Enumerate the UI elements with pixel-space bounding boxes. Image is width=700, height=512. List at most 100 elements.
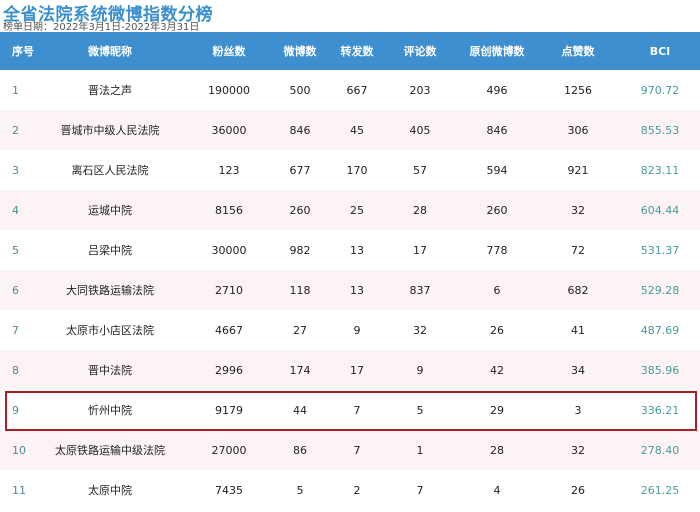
cell-original-posts: 6	[493, 283, 501, 297]
cell-comments: 7	[416, 483, 424, 497]
cell-original-posts: 594	[486, 163, 508, 177]
cell-original-posts: 496	[486, 83, 508, 97]
header-comments: 评论数	[403, 45, 437, 58]
cell-posts: 86	[293, 443, 307, 457]
header-posts: 微博数	[283, 45, 317, 58]
cell-original-posts: 4	[493, 483, 501, 497]
date-range: 榜单日期：2022年3月1日-2022年3月31日	[3, 22, 200, 33]
cell-likes: 34	[571, 363, 585, 377]
cell-nickname: 太原中院	[88, 484, 132, 497]
cell-comments: 28	[413, 203, 427, 217]
cell-reposts: 2	[353, 483, 361, 497]
cell-posts: 118	[289, 283, 311, 297]
header-reposts: 转发数	[340, 45, 374, 58]
cell-likes: 41	[571, 323, 585, 337]
cell-nickname: 吕梁中院	[88, 244, 132, 257]
cell-rank: 4	[12, 203, 19, 217]
cell-posts: 982	[289, 243, 311, 257]
cell-original-posts: 846	[486, 123, 508, 137]
table-row: 4 运城中院 8156 260 25 28 260 32 604.44	[0, 190, 700, 230]
cell-original-posts: 778	[486, 243, 508, 257]
table-row: 3 离石区人民法院 123 677 170 57 594 921 823.11	[0, 150, 700, 190]
cell-comments: 32	[413, 323, 427, 337]
cell-followers: 2996	[215, 363, 243, 377]
cell-likes: 1256	[564, 83, 592, 97]
table-row: 2 晋城市中级人民法院 36000 846 45 405 846 306 855.53	[0, 110, 700, 150]
cell-rank: 7	[12, 323, 19, 337]
cell-bci: 855.53	[640, 123, 680, 137]
cell-followers: 27000	[211, 443, 247, 457]
header-nickname: 微博昵称	[88, 45, 132, 58]
cell-posts: 5	[296, 483, 304, 497]
cell-bci: 278.40	[640, 443, 680, 457]
cell-original-posts: 42	[490, 363, 504, 377]
cell-rank: 10	[12, 443, 26, 457]
cell-bci: 336.21	[640, 403, 680, 417]
cell-bci: 823.11	[640, 163, 680, 177]
cell-posts: 174	[289, 363, 311, 377]
cell-posts: 260	[289, 203, 311, 217]
cell-likes: 921	[567, 163, 589, 177]
cell-likes: 72	[571, 243, 585, 257]
cell-nickname: 晋法之声	[88, 84, 132, 97]
cell-reposts: 9	[353, 323, 361, 337]
cell-rank: 8	[12, 363, 19, 377]
page-title: 全省法院系统微博指数分榜	[3, 5, 213, 25]
cell-posts: 677	[289, 163, 311, 177]
cell-likes: 32	[571, 443, 585, 457]
cell-rank: 3	[12, 163, 19, 177]
table-row: 8 晋中法院 2996 174 17 9 42 34 385.96	[0, 350, 700, 390]
cell-nickname: 太原市小店区法院	[66, 324, 154, 337]
cell-posts: 846	[289, 123, 311, 137]
table-row: 9 忻州中院 9179 44 7 5 29 3 336.21	[0, 390, 700, 430]
cell-comments: 203	[409, 83, 431, 97]
cell-original-posts: 28	[490, 443, 504, 457]
cell-comments: 17	[413, 243, 427, 257]
cell-original-posts: 26	[490, 323, 504, 337]
cell-reposts: 13	[350, 243, 364, 257]
cell-nickname: 大同铁路运输法院	[66, 284, 154, 297]
cell-reposts: 7	[353, 403, 361, 417]
table-row: 6 大同铁路运输法院 2710 118 13 837 6 682 529.28	[0, 270, 700, 310]
cell-bci: 487.69	[640, 323, 680, 337]
cell-reposts: 45	[350, 123, 364, 137]
cell-nickname: 运城中院	[88, 204, 132, 217]
cell-nickname: 离石区人民法院	[71, 164, 149, 177]
cell-bci: 261.25	[640, 483, 680, 497]
cell-bci: 529.28	[640, 283, 680, 297]
cell-followers: 30000	[211, 243, 247, 257]
cell-followers: 190000	[208, 83, 250, 97]
cell-rank: 9	[12, 403, 19, 417]
cell-likes: 3	[574, 403, 582, 417]
cell-followers: 9179	[215, 403, 243, 417]
cell-reposts: 7	[353, 443, 361, 457]
cell-rank: 6	[12, 283, 19, 297]
cell-followers: 123	[218, 163, 240, 177]
cell-posts: 500	[289, 83, 311, 97]
cell-nickname: 忻州中院	[88, 404, 132, 417]
cell-original-posts: 260	[486, 203, 508, 217]
table-row: 10 太原铁路运输中级法院 27000 86 7 1 28 32 278.40	[0, 430, 700, 470]
table-header: 序号 微博昵称 粉丝数 微博数 转发数 评论数 原创微博数 点赞数 BCI	[0, 32, 700, 70]
table-row: 11 太原中院 7435 5 2 7 4 26 261.25	[0, 470, 700, 510]
cell-nickname: 晋中法院	[88, 364, 132, 377]
cell-followers: 36000	[211, 123, 247, 137]
cell-likes: 306	[567, 123, 589, 137]
table-row: 1 晋法之声 190000 500 667 203 496 1256 970.72	[0, 70, 700, 110]
table-row: 5 吕梁中院 30000 982 13 17 778 72 531.37	[0, 230, 700, 270]
cell-rank: 1	[12, 83, 19, 97]
cell-nickname: 太原铁路运输中级法院	[55, 444, 165, 457]
header-rank: 序号	[12, 45, 34, 58]
cell-rank: 5	[12, 243, 19, 257]
cell-bci: 970.72	[640, 83, 680, 97]
header-bci: BCI	[649, 44, 671, 58]
cell-bci: 531.37	[640, 243, 680, 257]
cell-followers: 2710	[215, 283, 243, 297]
cell-nickname: 晋城市中级人民法院	[60, 124, 160, 137]
cell-comments: 5	[416, 403, 424, 417]
cell-comments: 9	[416, 363, 424, 377]
cell-comments: 1	[416, 443, 424, 457]
cell-comments: 405	[409, 123, 431, 137]
cell-rank: 2	[12, 123, 19, 137]
cell-comments: 837	[409, 283, 431, 297]
